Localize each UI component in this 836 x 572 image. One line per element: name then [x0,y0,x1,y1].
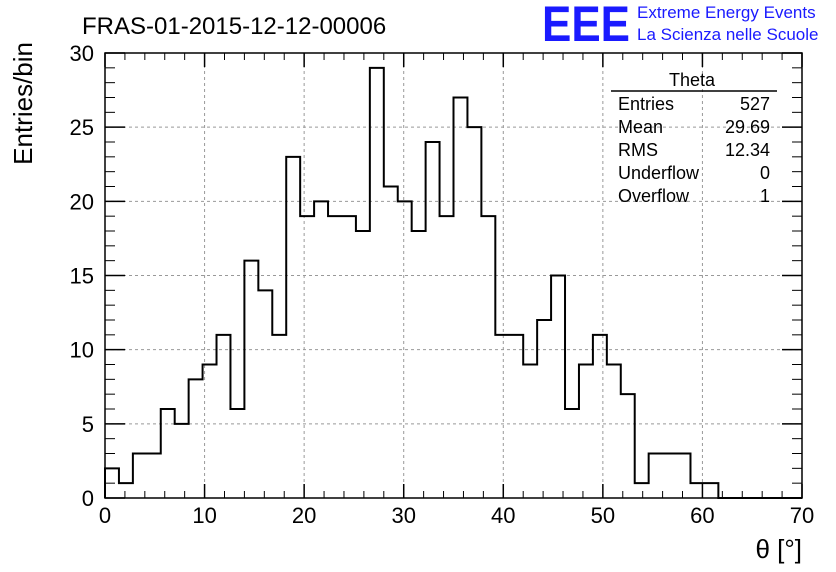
histogram-bin [649,454,663,499]
histogram-bin [175,424,189,498]
histogram-bin [300,216,314,498]
histogram-bin [523,365,537,499]
stats-value: 1 [760,186,770,206]
histogram-bin [440,216,454,498]
histogram-bin [384,187,398,499]
stats-label: Overflow [618,186,690,206]
stats-value: 12.34 [725,140,770,160]
histogram-bin [147,454,161,499]
histogram-bin [593,335,607,498]
histogram-bin [217,335,231,498]
histogram-bin [161,409,175,498]
y-tick-label: 30 [70,41,94,66]
x-tick-label: 30 [391,503,415,528]
histogram-bin [635,483,649,498]
histogram-bin [621,394,635,498]
y-tick-label: 5 [82,412,94,437]
x-tick-label: 20 [292,503,316,528]
histogram-bin [272,335,286,498]
y-tick-label: 25 [70,115,94,140]
x-tick-label: 70 [790,503,814,528]
stats-label: Underflow [618,163,700,183]
x-tick-label: 60 [690,503,714,528]
stats-value: 0 [760,163,770,183]
y-tick-labels: 0 5 10 15 20 25 30 [70,41,94,511]
eee-logo-mark: EEE [542,0,630,52]
stats-title: Theta [669,70,716,90]
x-tick-label: 40 [491,503,515,528]
histogram-bin [495,335,509,498]
stats-value: 527 [740,94,770,114]
histogram-bin [119,483,133,498]
y-axis-label: Entries/bin [8,42,38,165]
histogram-bin [565,409,579,498]
stats-label: Entries [618,94,674,114]
histogram-bin [454,98,468,499]
histogram-bin [551,276,565,499]
histogram-bin [328,216,342,498]
histogram-bin [244,261,258,498]
histogram-bin [286,157,300,498]
y-tick-label: 15 [70,264,94,289]
histogram-bin [509,335,523,498]
histogram-bin [342,216,356,498]
histogram-bin [412,231,426,498]
x-tick-label: 10 [192,503,216,528]
histogram-bin [537,320,551,498]
histogram-outline [104,66,802,499]
stats-box: Theta Entries 527 Mean 29.69 RMS 12.34 Underfl… [611,70,777,206]
eee-logo: EEE Extreme Energy Events La Scienza nel… [542,0,818,52]
x-tick-labels: 0 10 20 30 40 50 60 70 [99,503,814,528]
histogram-bin [230,409,244,498]
x-axis-label: θ [°] [755,534,802,564]
stats-value: 29.69 [725,117,770,137]
y-tick-label: 10 [70,338,94,363]
histogram-bin [189,379,203,498]
histogram-bin [426,142,440,498]
y-tick-label: 0 [82,486,94,511]
logo-line-1: Extreme Energy Events [637,3,816,22]
stats-label: Mean [618,117,663,137]
histogram-bin [467,127,481,498]
histogram-bin [663,454,677,499]
x-tick-label: 0 [99,503,111,528]
histogram-bin [579,365,593,499]
chart-title: FRAS-01-2015-12-12-00006 [82,13,386,40]
axis-ticks [104,52,803,499]
stats-label: RMS [618,140,658,160]
histogram-bin [370,68,384,498]
x-tick-label: 50 [591,503,615,528]
logo-line-2: La Scienza nelle Scuole [637,25,818,44]
histogram-bin [481,216,495,498]
histogram-bin [704,483,718,498]
histogram-bin [677,454,691,499]
histogram-bin [607,365,621,499]
histogram-bin [356,231,370,498]
y-tick-label: 20 [70,189,94,214]
histogram-bin [258,290,272,498]
